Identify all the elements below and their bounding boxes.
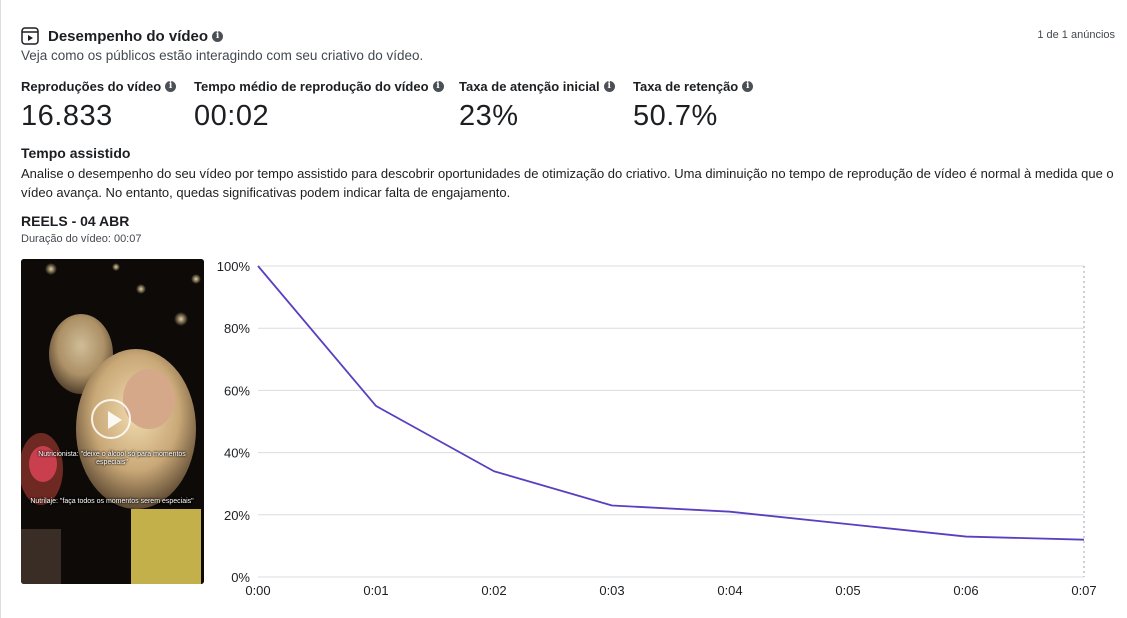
panel-title: Desempenho do vídeo i [48,28,224,45]
x-tick-label: 0:00 [245,583,270,598]
info-icon[interactable]: i [212,31,224,42]
y-tick-label: 40% [224,446,250,461]
info-icon[interactable]: i [742,81,754,92]
metric-value: 16.833 [21,100,113,132]
section-title: Tempo assistido [21,145,131,161]
x-tick-label: 0:04 [717,583,742,598]
info-icon[interactable]: i [432,81,444,92]
watch-time-chart: 0% 20% 40% 60% 80% 100% 0:00 0:01 0:02 0:03 0:04 0:… [217,259,1097,598]
y-tick-label: 100% [217,259,251,274]
metric-value: 23% [459,100,519,132]
y-tick-label: 80% [224,321,250,336]
video-caption-2: Nutrilaje: "faça todos os momentos serem… [30,498,194,505]
metric-label: Tempo médio de reprodução do vídeo [194,79,429,94]
info-icon[interactable]: i [603,81,615,92]
metric-avg-play-time: Tempo médio de reprodução do vídeo i 00:0… [194,79,444,133]
metric-value: 50.7% [633,100,718,132]
metric-label: Taxa de retenção [633,79,739,94]
ad-count: 1 de 1 anúncios [1037,29,1115,41]
panel-title-text: Desempenho do vídeo [48,28,209,45]
video-title: REELS - 04 ABR [21,213,130,229]
y-tick-label: 60% [224,383,250,398]
play-icon[interactable] [91,399,131,439]
x-tick-label: 0:05 [835,583,860,598]
x-tick-label: 0:01 [363,583,388,598]
y-tick-label: 20% [224,508,250,523]
panel-subtitle: Veja como os públicos estão interagindo … [21,48,424,63]
x-tick-label: 0:06 [953,583,978,598]
x-tick-label: 0:02 [481,583,506,598]
video-duration: Duração do vídeo: 00:07 [21,233,142,245]
metric-value: 00:02 [194,100,270,132]
y-tick-label: 0% [231,570,250,585]
video-caption-1: Nutricionista: "deixe o álcool só para m… [38,451,186,466]
metric-label: Reproduções do vídeo [21,79,162,94]
retention-series-line [257,265,1085,541]
metric-initial-attention-rate: Taxa de atenção inicial i 23% [459,79,615,133]
video-icon [21,27,39,45]
metric-video-plays: Reproduções do vídeo i 16.833 [21,79,177,133]
metric-retention-rate: Taxa de retenção i 50.7% [633,79,754,133]
info-icon[interactable]: i [165,81,177,92]
section-description: Analise o desempenho do seu vídeo por te… [21,166,1114,200]
video-thumbnail[interactable]: Nutricionista: "deixe o álcool só para m… [21,259,204,584]
metric-label: Taxa de atenção inicial [459,79,600,94]
x-tick-label: 0:03 [599,583,624,598]
x-tick-label: 0:07 [1071,583,1096,598]
